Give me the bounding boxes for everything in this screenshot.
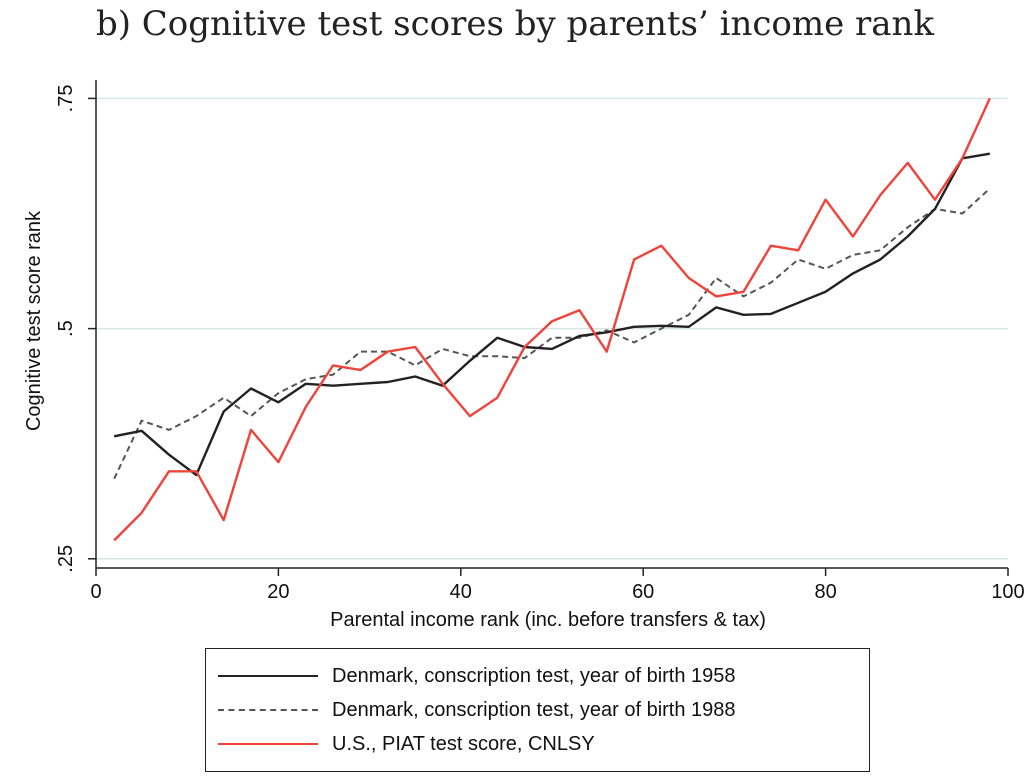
x-tick-label-0: 0 (90, 581, 101, 603)
series-lines (113, 97, 991, 542)
x-tick-label-3: 60 (632, 581, 654, 603)
chart-title: b) Cognitive test scores by parents’ inc… (95, 4, 935, 44)
x-tick-label-1: 20 (267, 581, 289, 603)
legend-label-1958: Denmark, conscription test, year of birt… (332, 665, 736, 687)
x-tick-label-2: 40 (450, 581, 472, 603)
x-axis-label: Parental income rank (inc. before transf… (330, 609, 766, 631)
series-line-2 (113, 97, 991, 542)
gridlines (96, 97, 1008, 560)
y-axis-label: Cognitive test score rank (23, 210, 45, 431)
legend-swatch-solid-red (218, 743, 318, 745)
series-line-1 (113, 187, 991, 480)
legend-label-us: U.S., PIAT test score, CNLSY (332, 733, 595, 755)
x-tick-label-5: 100 (991, 581, 1024, 603)
y-tick-label-0: .25 (55, 545, 77, 573)
legend-item-us: U.S., PIAT test score, CNLSY (206, 729, 869, 759)
x-tick-label-4: 80 (814, 581, 836, 603)
legend: Denmark, conscription test, year of birt… (205, 648, 870, 772)
legend-label-1988: Denmark, conscription test, year of birt… (332, 699, 736, 721)
legend-item-1988: Denmark, conscription test, year of birt… (206, 695, 869, 725)
legend-swatch-solid-black (218, 675, 318, 677)
axes: .25 .5 .75 0 20 40 60 80 100 (55, 80, 1025, 603)
legend-item-1958: Denmark, conscription test, year of birt… (206, 661, 869, 691)
y-tick-label-2: .75 (55, 85, 77, 113)
series-line-0 (113, 152, 990, 477)
legend-swatch-dashed-gray (218, 709, 318, 711)
y-tick-label-1: .5 (55, 320, 77, 337)
